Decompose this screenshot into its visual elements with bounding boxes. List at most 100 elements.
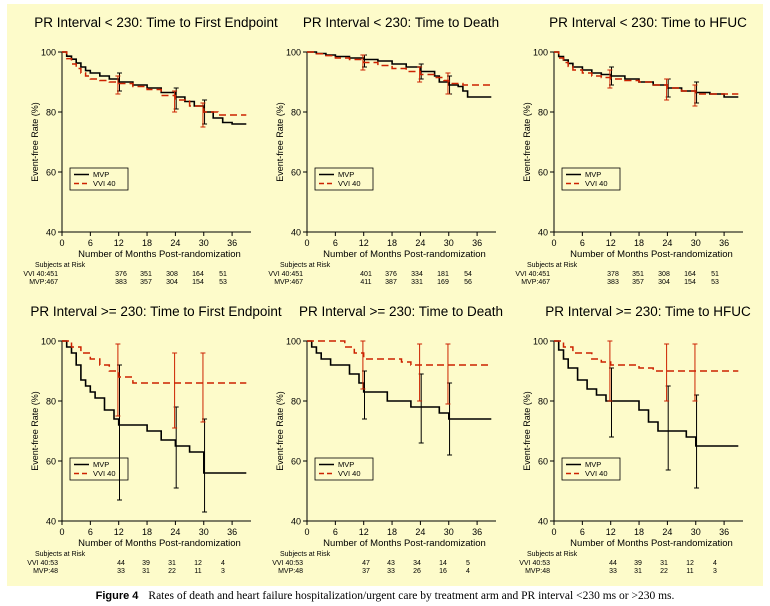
risk-value: 154 (192, 279, 204, 286)
y-tick-label: 40 (291, 228, 301, 238)
risk-value: 411 (360, 279, 371, 286)
error-bar-vvi (692, 343, 698, 402)
x-tick-label: 24 (662, 527, 672, 537)
legend-box (69, 167, 129, 191)
risk-value: 44 (117, 560, 125, 567)
y-tick-label: 100 (286, 337, 301, 347)
x-tick-label: 24 (415, 238, 425, 248)
risk-value: 376 (115, 271, 127, 278)
x-tick-label: 30 (691, 527, 701, 537)
chart-2: PR Interval < 230: Time to Death40608010… (268, 15, 499, 286)
x-tick-label: 18 (634, 527, 644, 537)
risk-value: 26 (413, 568, 421, 575)
risk-table: Subjects at Risk VVI 40:451 376 351 308 164 51… (23, 262, 227, 286)
risk-value: 33 (609, 568, 617, 575)
legend-label-vvi: VVI 40 (93, 469, 116, 478)
legend-label-mvp: MVP (93, 170, 109, 179)
risk-value: 351 (632, 271, 644, 278)
risk-value: 39 (142, 560, 150, 567)
risk-row-label: MVP:467 (521, 279, 550, 286)
y-tick-label: 40 (46, 228, 56, 238)
x-tick-label: 36 (472, 238, 482, 248)
legend-box (69, 457, 129, 481)
risk-value: 181 (437, 271, 449, 278)
risk-value: 39 (634, 560, 642, 567)
legend-label-vvi: VVI 40 (93, 179, 116, 188)
y-tick-label: 60 (538, 168, 548, 178)
error-bar-vvi (172, 90, 178, 113)
y-tick-label: 100 (286, 48, 301, 58)
risk-value: 4 (221, 560, 225, 567)
risk-value: 12 (686, 560, 694, 567)
risk-table: Subjects at Risk VVI 40:451 401 376 334 181 54… (268, 262, 472, 286)
error-bar-vvi (607, 69, 613, 89)
x-tick-label: 6 (88, 238, 93, 248)
error-bar-vvi (417, 343, 423, 402)
risk-value: 331 (411, 279, 423, 286)
risk-value: 54 (464, 271, 472, 278)
risk-value: 169 (437, 279, 449, 286)
risk-value: 357 (140, 279, 152, 286)
risk-table-header: Subjects at Risk (35, 262, 86, 269)
risk-value: 4 (466, 568, 470, 575)
risk-table-header: Subjects at Risk (527, 262, 578, 269)
x-tick-label: 36 (719, 527, 729, 537)
legend-box (314, 457, 374, 481)
series-line-mvp (554, 51, 739, 98)
error-bar-vvi (360, 54, 366, 71)
legend-label-mvp: MVP (338, 170, 354, 179)
x-tick-label: 0 (551, 238, 556, 248)
series-line-mvp (62, 51, 247, 125)
risk-row-label: VVI 40:53 (27, 560, 58, 567)
x-tick-label: 18 (387, 238, 397, 248)
legend-box (314, 167, 374, 191)
risk-value: 12 (194, 560, 202, 567)
risk-table-header: Subjects at Risk (35, 551, 86, 558)
chart-title: PR Interval >= 230: Time to HFUC (545, 304, 751, 319)
x-tick-label: 0 (304, 238, 309, 248)
risk-value: 31 (660, 560, 668, 567)
x-tick-label: 30 (199, 238, 209, 248)
series-line-mvp (554, 340, 739, 447)
x-tick-label: 18 (634, 238, 644, 248)
risk-value: 4 (713, 560, 717, 567)
y-axis-label: Event-free Rate (%) (522, 391, 532, 471)
error-bar-vvi (115, 343, 121, 417)
chart-6: PR Interval >= 230: Time to HFUC40608010… (519, 304, 751, 575)
risk-value: 22 (168, 568, 176, 575)
legend-label-mvp: MVP (338, 460, 354, 469)
y-tick-label: 40 (46, 517, 56, 527)
y-tick-label: 60 (46, 168, 56, 178)
chart-title: PR Interval < 230: Time to HFUC (549, 15, 747, 30)
legend-box (561, 167, 621, 191)
risk-value: 383 (607, 279, 619, 286)
error-bar-mvp (202, 418, 208, 513)
risk-row-label: VVI 40:451 (268, 271, 303, 278)
series-line-vvi (307, 340, 492, 366)
risk-value: 14 (439, 560, 447, 567)
chart-title: PR Interval < 230: Time to Death (303, 15, 499, 30)
x-tick-label: 6 (580, 527, 585, 537)
risk-table: Subjects at Risk VVI 40:451 378 351 308 164 51… (515, 262, 719, 286)
caption-text: Rates of death and heart failure hospita… (148, 590, 675, 602)
risk-row-label: VVI 40:53 (519, 560, 550, 567)
risk-row-label: MVP:467 (274, 279, 303, 286)
y-tick-label: 40 (291, 517, 301, 527)
figure-panel: PR Interval < 230: Time to First Endpoin… (7, 4, 763, 586)
risk-value: 357 (632, 279, 644, 286)
x-axis-label: Number of Months Post-randomization (323, 249, 486, 260)
legend-box (561, 457, 621, 481)
error-bar-vvi (172, 352, 178, 429)
x-tick-label: 6 (88, 527, 93, 537)
y-tick-label: 60 (291, 168, 301, 178)
error-bar-vvi (200, 102, 206, 128)
legend-label-vvi: VVI 40 (585, 469, 608, 478)
risk-value: 44 (609, 560, 617, 567)
risk-value: 31 (634, 568, 642, 575)
legend-label-vvi: VVI 40 (585, 179, 608, 188)
risk-value: 33 (117, 568, 125, 575)
error-bar-vvi (607, 340, 613, 402)
